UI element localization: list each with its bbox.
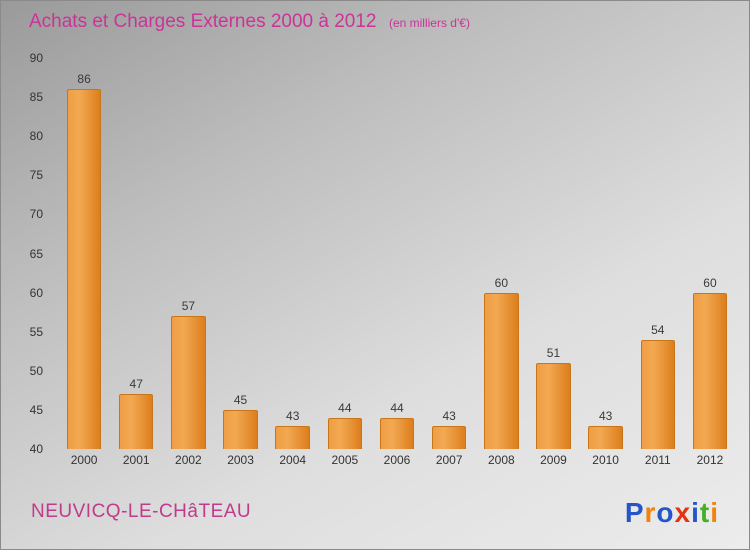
x-tick-label: 2010 [592, 453, 619, 467]
bar-slot: 54 [632, 58, 684, 449]
y-tick-label: 40 [29, 442, 43, 456]
y-tick-label: 70 [29, 207, 43, 222]
bar-2001 [119, 394, 154, 449]
y-tick-label: 75 [29, 168, 43, 183]
x-tick-label: 2008 [487, 453, 515, 467]
x-tick-label: 2002 [175, 453, 202, 467]
y-tick-label: 85 [29, 90, 43, 105]
bar-value-label: 60 [494, 275, 508, 290]
x-tick-label: 2000 [70, 453, 98, 467]
bar-slot: 86 [58, 58, 110, 449]
bar-value-label: 54 [651, 322, 665, 337]
bar-slot: 44 [371, 58, 423, 449]
proxiti-logo: Proxiti [625, 497, 719, 529]
x-tick-label: 2004 [279, 453, 307, 467]
bar-value-label: 60 [703, 275, 717, 290]
bar-value-label: 44 [390, 400, 404, 415]
x-tick-label: 2011 [644, 453, 671, 467]
logo-letter: o [656, 497, 675, 528]
x-tick-label: 2003 [227, 453, 254, 467]
bar-value-label: 57 [181, 299, 196, 314]
bar-2010 [588, 425, 623, 449]
location-label: NEUVICQ-LE-CHâTEAU [31, 501, 252, 522]
bar-slot: 43 [267, 58, 319, 449]
y-tick-label: 65 [29, 246, 43, 261]
bar-value-label: 44 [338, 400, 352, 415]
bar-2002 [171, 316, 206, 449]
x-tick-label: 2005 [331, 453, 359, 467]
y-tick-label: 60 [29, 285, 43, 300]
bar-value-label: 43 [442, 408, 456, 423]
bar-2005 [327, 417, 363, 449]
chart-subtitle: (en milliers d'€) [388, 16, 470, 30]
y-tick-label: 50 [29, 363, 43, 378]
y-tick-label: 55 [29, 324, 43, 339]
y-tick-label: 90 [29, 51, 43, 65]
logo-letter: i [710, 497, 719, 528]
y-axis: 40 45 50 55 60 65 70 75 80 85 90 [1, 51, 49, 456]
logo-letter: r [644, 497, 657, 528]
bar-2008 [484, 292, 519, 449]
bar-2004 [275, 425, 310, 449]
bar-value-label: 51 [546, 345, 561, 360]
bar-2007 [431, 425, 467, 449]
logo-letter: i [691, 497, 700, 528]
bar-2009 [536, 362, 571, 449]
x-axis: 2000 2001 2002 2003 2004 2005 2006 2007 2008 2009… [58, 453, 736, 471]
bars: 86 47 57 45 43 44 44 43 60 51 43 54 60 [58, 58, 736, 449]
bar-slot: 57 [162, 58, 214, 449]
bar-slot: 43 [580, 58, 632, 449]
bar-value-label: 86 [77, 72, 91, 87]
chart-title: Achats et Charges Externes 2000 à 2012 [29, 11, 377, 32]
bar-slot: 60 [684, 58, 736, 449]
bar-2000 [66, 89, 102, 449]
logo-letter: P [624, 497, 645, 528]
x-tick-label: 2006 [383, 453, 411, 467]
bar-slot: 47 [110, 58, 162, 449]
bar-value-label: 47 [129, 377, 143, 392]
logo-letter: t [699, 497, 711, 528]
chart-header: Achats et Charges Externes 2000 à 2012 (… [29, 11, 470, 33]
bar-2011 [640, 339, 675, 449]
y-tick-label: 80 [29, 129, 43, 144]
bar-2012 [692, 292, 728, 449]
bar-2006 [379, 417, 415, 449]
bar-value-label: 43 [286, 408, 300, 423]
logo-letter: x [674, 497, 692, 528]
bar-slot: 51 [527, 58, 579, 449]
x-tick-label: 2009 [540, 453, 567, 467]
bar-slot: 60 [475, 58, 527, 449]
bar-value-label: 45 [233, 392, 248, 407]
bar-slot: 45 [214, 58, 266, 449]
x-tick-label: 2012 [696, 453, 724, 467]
bar-value-label: 43 [598, 408, 613, 423]
x-tick-label: 2001 [122, 453, 150, 467]
bar-slot: 44 [319, 58, 371, 449]
y-tick-label: 45 [29, 402, 43, 417]
bar-2003 [223, 409, 258, 449]
x-tick-label: 2007 [435, 453, 463, 467]
bar-slot: 43 [423, 58, 475, 449]
